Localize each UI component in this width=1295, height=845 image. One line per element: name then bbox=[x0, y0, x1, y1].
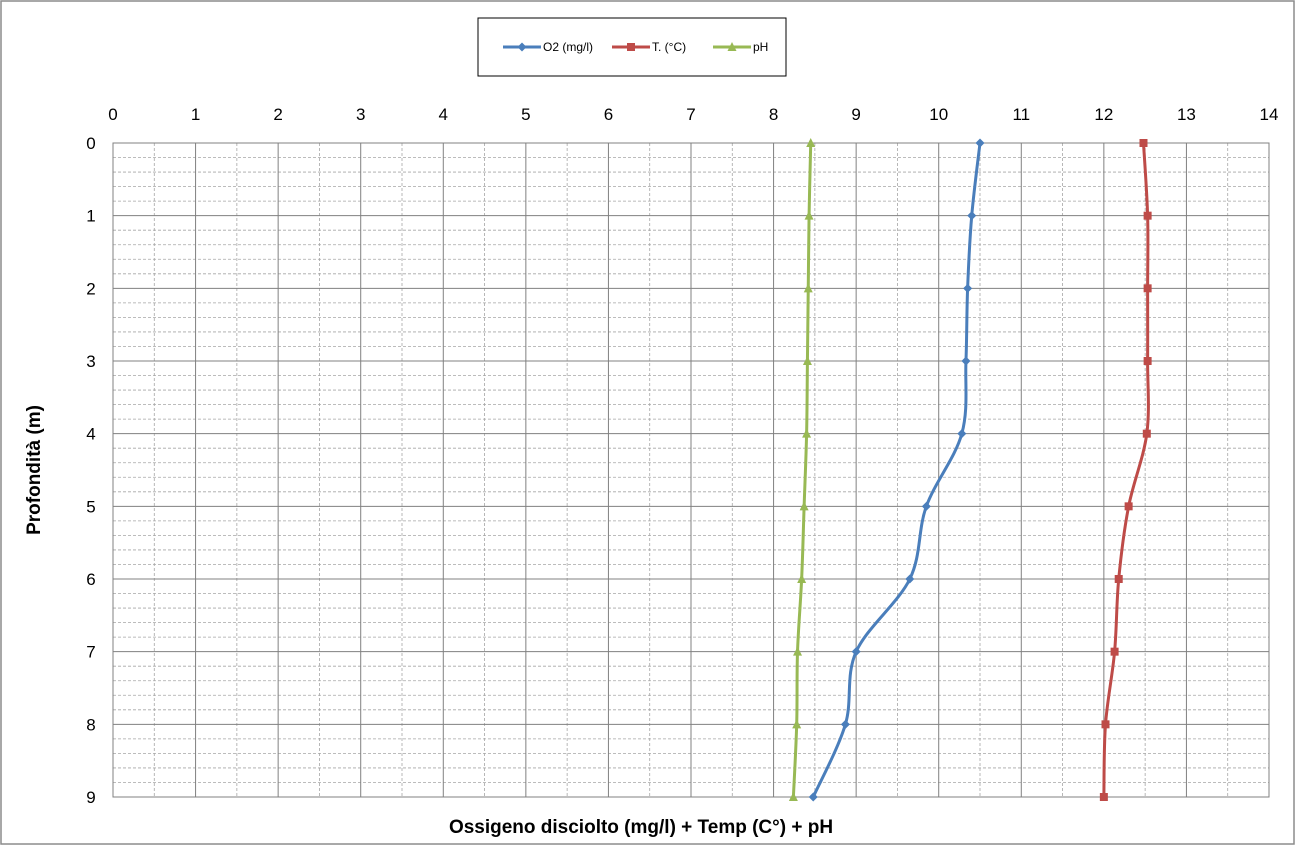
y-tick-label: 0 bbox=[86, 134, 95, 153]
data-point-t-c bbox=[1139, 139, 1148, 147]
series-t-c bbox=[1099, 139, 1152, 801]
y-tick-label: 8 bbox=[86, 715, 95, 734]
y-tick-label: 6 bbox=[86, 570, 95, 589]
x-axis-title: Ossigeno disciolto (mg/l) + Temp (C°) + … bbox=[449, 817, 833, 838]
y-tick-label: 5 bbox=[86, 497, 95, 516]
x-tick-label: 1 bbox=[191, 105, 200, 124]
data-point-o2-mg-l bbox=[851, 647, 861, 657]
x-tick-label: 4 bbox=[439, 105, 448, 124]
data-point-o2-mg-l bbox=[957, 429, 967, 439]
x-tick-label: 14 bbox=[1260, 105, 1279, 124]
x-tick-label: 10 bbox=[929, 105, 948, 124]
x-tick-label: 5 bbox=[521, 105, 530, 124]
x-tick-label: 8 bbox=[769, 105, 778, 124]
data-point-o2-mg-l bbox=[963, 283, 973, 293]
series-layer bbox=[788, 138, 1152, 802]
data-point-ph bbox=[797, 574, 807, 583]
grid-major bbox=[112, 142, 1270, 798]
x-tick-label: 3 bbox=[356, 105, 365, 124]
legend: O2 (mg/l) T. (°C) pH bbox=[477, 17, 787, 77]
series-ph bbox=[788, 138, 816, 801]
data-point-o2-mg-l bbox=[975, 138, 985, 148]
data-point-ph bbox=[799, 501, 809, 511]
data-point-ph bbox=[803, 283, 813, 293]
x-tick-label: 12 bbox=[1094, 105, 1113, 124]
data-point-ph bbox=[802, 356, 812, 365]
y-tick-label: 3 bbox=[86, 352, 95, 371]
data-point-t-c bbox=[1143, 211, 1152, 220]
x-tick-label: 9 bbox=[851, 105, 860, 124]
y-tick-label: 4 bbox=[86, 425, 95, 444]
data-point-t-c bbox=[1143, 284, 1152, 293]
x-tick-label: 2 bbox=[273, 105, 282, 124]
y-axis-ticks: 0 1 2 3 4 5 6 7 8 9 bbox=[86, 134, 95, 807]
data-point-t-c bbox=[1142, 429, 1151, 438]
data-point-t-c bbox=[1099, 793, 1108, 801]
data-point-t-c bbox=[1114, 575, 1123, 583]
legend-marker-t-c bbox=[627, 43, 635, 51]
data-point-t-c bbox=[1101, 720, 1110, 729]
data-point-t-c bbox=[1124, 502, 1133, 511]
data-point-o2-mg-l bbox=[961, 356, 971, 366]
data-point-ph bbox=[793, 646, 803, 656]
y-tick-label: 1 bbox=[86, 207, 95, 226]
legend-marker-ph bbox=[727, 42, 737, 51]
series-line-o2-mg-l bbox=[811, 142, 982, 798]
series-line-t-c bbox=[1102, 142, 1150, 798]
x-axis-ticks: 0 1 2 3 4 5 6 7 8 9 10 11 12 13 14 bbox=[108, 105, 1278, 124]
y-tick-label: 9 bbox=[86, 788, 95, 807]
series-o2-mg-l bbox=[808, 138, 985, 802]
x-tick-label: 0 bbox=[108, 105, 117, 124]
data-point-ph bbox=[792, 719, 802, 729]
data-point-ph bbox=[788, 792, 798, 801]
y-axis-title: Profondità (m) bbox=[24, 405, 45, 535]
plot-area bbox=[112, 142, 1270, 798]
x-tick-label: 13 bbox=[1177, 105, 1196, 124]
data-point-ph bbox=[804, 210, 814, 220]
data-point-ph bbox=[802, 428, 812, 438]
data-point-o2-mg-l bbox=[840, 719, 850, 729]
data-point-t-c bbox=[1143, 357, 1152, 365]
y-tick-label: 2 bbox=[86, 279, 95, 298]
series-line-ph bbox=[791, 142, 813, 798]
data-point-t-c bbox=[1110, 647, 1119, 656]
data-point-o2-mg-l bbox=[905, 574, 915, 584]
x-tick-label: 6 bbox=[604, 105, 613, 124]
legend-label-t-c: T. (°C) bbox=[652, 40, 686, 54]
data-point-o2-mg-l bbox=[967, 211, 977, 221]
data-point-o2-mg-l bbox=[921, 501, 931, 511]
legend-marker-o2-mg-l bbox=[517, 42, 527, 52]
data-point-o2-mg-l bbox=[808, 792, 818, 802]
x-tick-label: 7 bbox=[686, 105, 695, 124]
x-tick-label: 11 bbox=[1012, 105, 1030, 124]
y-tick-label: 7 bbox=[86, 643, 95, 662]
data-point-ph bbox=[806, 138, 816, 147]
legend-label-ph: pH bbox=[753, 40, 768, 54]
legend-label-o2-mg-l: O2 (mg/l) bbox=[543, 40, 593, 54]
